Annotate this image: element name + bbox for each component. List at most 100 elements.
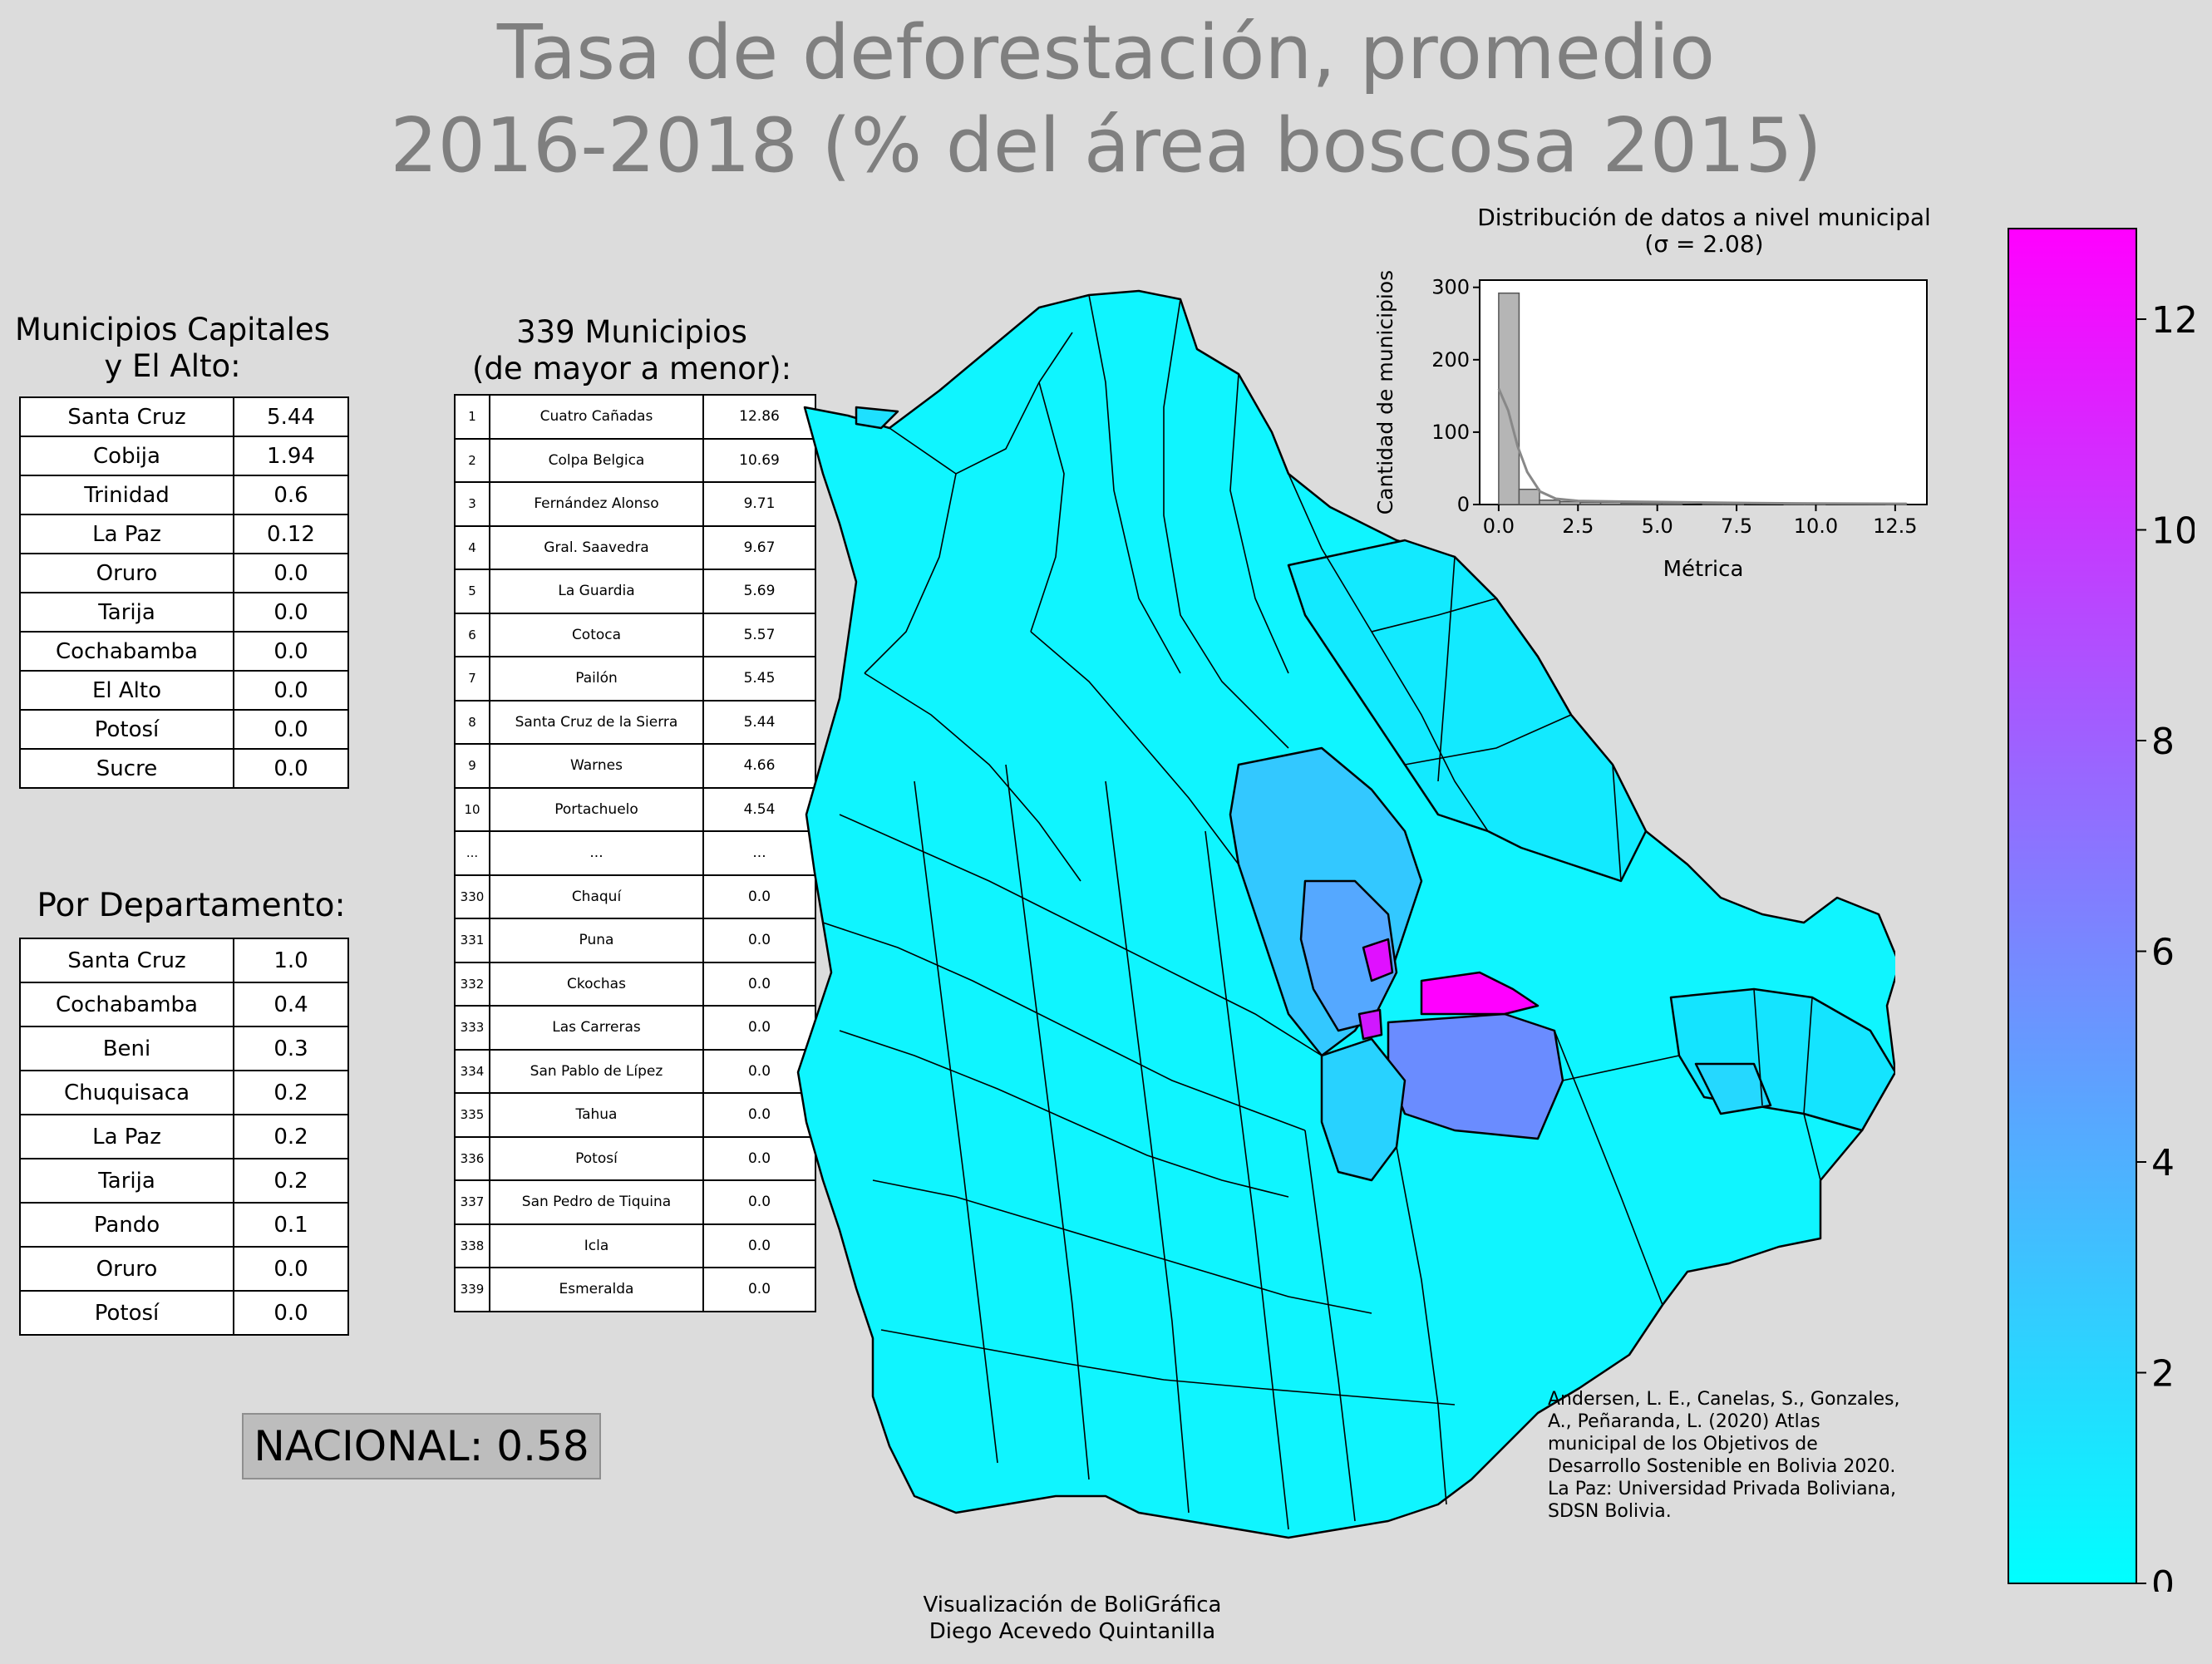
row-rank: 10 — [454, 786, 490, 832]
row-name: Beni — [19, 1026, 234, 1071]
row-name: Cuatro Cañadas — [489, 394, 704, 440]
region-southeast-light — [1320, 1037, 1407, 1182]
row-value: 0.0 — [233, 670, 349, 711]
histogram-y-tick-label: 200 — [1431, 348, 1470, 372]
row-rank: 330 — [454, 874, 490, 919]
table-row: 7 Pailón 5.45 — [454, 656, 816, 702]
row-name: Pailón — [489, 656, 704, 702]
table-row: Potosí 0.0 — [19, 709, 349, 750]
region-cuatro-canadas — [1420, 971, 1540, 1016]
row-value: 0.0 — [702, 1135, 816, 1181]
row-value: 0.0 — [233, 709, 349, 750]
table-row: 333 Las Carreras 0.0 — [454, 1005, 816, 1051]
colorbar-tick-label: 2 — [2151, 1353, 2175, 1396]
region-east-spot — [1694, 1062, 1772, 1115]
row-name: Tarija — [19, 1158, 234, 1204]
row-value: 0.0 — [702, 1223, 816, 1268]
table-row: 334 San Pablo de Lípez 0.0 — [454, 1048, 816, 1094]
histogram-bar — [1559, 500, 1581, 505]
departamentos-table: Santa Cruz 1.0 Cochabamba 0.4 Beni 0.3 Chuq… — [19, 938, 349, 1336]
row-name: Cochabamba — [19, 982, 234, 1027]
table-row: Cobija 1.94 — [19, 436, 349, 476]
row-name: Cochabamba — [19, 631, 234, 672]
colorbar-tick-label: 12 — [2151, 299, 2195, 342]
histogram-bar — [1620, 502, 1643, 505]
colorbar-tick-label: 6 — [2151, 932, 2175, 974]
municipios-heading-line-1: 339 Municipios — [516, 314, 747, 350]
row-value: 0.0 — [233, 553, 349, 593]
table-row: Cochabamba 0.4 — [19, 982, 349, 1027]
colorbar-tick-label: 10 — [2151, 510, 2195, 553]
table-row: Sucre 0.0 — [19, 748, 349, 789]
histogram-bar — [1518, 488, 1540, 505]
row-value: 1.0 — [233, 938, 349, 983]
region-colpa-belgica — [1362, 938, 1394, 982]
row-name: Puna — [489, 918, 704, 963]
histogram-x-tick-label: 10.0 — [1794, 514, 1838, 538]
municipios-table: 1 Cuatro Cañadas 12.86 2 Colpa Belgica 10.69… — [454, 394, 816, 1312]
row-name: Warnes — [489, 743, 704, 789]
table-row: Tarija 0.2 — [19, 1158, 349, 1204]
histogram-plot-area — [1479, 279, 1928, 505]
capitales-heading-line-2: y El Alto: — [104, 348, 241, 384]
row-value: 0.3 — [233, 1026, 349, 1071]
row-name: Tarija — [19, 592, 234, 633]
table-row: 332 Ckochas 0.0 — [454, 961, 816, 1007]
row-value: 0.0 — [233, 748, 349, 789]
row-rank: 336 — [454, 1135, 490, 1181]
table-row: 8 Santa Cruz de la Sierra 5.44 — [454, 699, 816, 745]
row-value: 5.57 — [702, 612, 816, 657]
row-rank: 335 — [454, 1092, 490, 1138]
table-row: 336 Potosí 0.0 — [454, 1135, 816, 1181]
row-name: Potosí — [19, 709, 234, 750]
table-row: Potosí 0.0 — [19, 1290, 349, 1336]
row-rank: 338 — [454, 1223, 490, 1268]
row-name: San Pablo de Lípez — [489, 1048, 704, 1094]
row-name: Portachuelo — [489, 786, 704, 832]
page-title: Tasa de deforestación, promedio 2016-201… — [0, 7, 2212, 193]
row-name: Trinidad — [19, 475, 234, 515]
row-name: Chaquí — [489, 874, 704, 919]
row-name: Fernández Alonso — [489, 481, 704, 527]
table-row: El Alto 0.0 — [19, 670, 349, 711]
table-row: Chuquisaca 0.2 — [19, 1070, 349, 1115]
capitales-heading: Municipios Capitales y El Alto: — [0, 312, 345, 385]
table-row: 331 Puna 0.0 — [454, 918, 816, 963]
row-value: 0.2 — [233, 1070, 349, 1115]
row-value: 0.0 — [233, 1246, 349, 1292]
row-name: ... — [489, 830, 704, 876]
row-name: Tahua — [489, 1092, 704, 1138]
table-row: 6 Cotoca 5.57 — [454, 612, 816, 657]
histogram-title-line-1: Distribución de datos a nivel municipal — [1477, 204, 1931, 231]
capitales-heading-line-1: Municipios Capitales — [15, 312, 330, 347]
row-value: 1.94 — [233, 436, 349, 476]
row-value: 12.86 — [702, 394, 816, 440]
table-row: 2 Colpa Belgica 10.69 — [454, 437, 816, 483]
row-value: 10.69 — [702, 437, 816, 483]
row-value: 0.0 — [702, 1179, 816, 1225]
credits: Visualización de BoliGráfica Diego Aceve… — [831, 1592, 1313, 1645]
row-rank: 332 — [454, 961, 490, 1007]
histogram-bar — [1579, 501, 1602, 505]
title-line-2: 2016-2018 (% del área boscosa 2015) — [390, 102, 1822, 190]
table-row: Oruro 0.0 — [19, 553, 349, 593]
table-row: Oruro 0.0 — [19, 1246, 349, 1292]
table-row: 339 Esmeralda 0.0 — [454, 1267, 816, 1312]
region-small-magenta — [1357, 1008, 1383, 1041]
row-name: Gral. Saavedra — [489, 524, 704, 570]
credits-line-2: Diego Acevedo Quintanilla — [929, 1619, 1216, 1644]
row-name: Icla — [489, 1223, 704, 1268]
histogram-kde-line — [1497, 388, 1907, 505]
row-rank: 334 — [454, 1048, 490, 1094]
citation-text: Andersen, L. E., Canelas, S., Gonzales, … — [1548, 1389, 1900, 1522]
histogram-x-tick-label: 12.5 — [1873, 514, 1917, 538]
row-value: 0.0 — [702, 1267, 816, 1312]
row-value: 9.67 — [702, 524, 816, 570]
row-value: 0.0 — [702, 961, 816, 1007]
row-value: 9.71 — [702, 481, 816, 527]
row-name: Pando — [19, 1202, 234, 1248]
row-value: 0.6 — [233, 475, 349, 515]
row-name: Santa Cruz de la Sierra — [489, 699, 704, 745]
table-row: ......... — [454, 830, 816, 876]
municipios-heading: 339 Municipios (de mayor a menor): — [449, 314, 815, 387]
